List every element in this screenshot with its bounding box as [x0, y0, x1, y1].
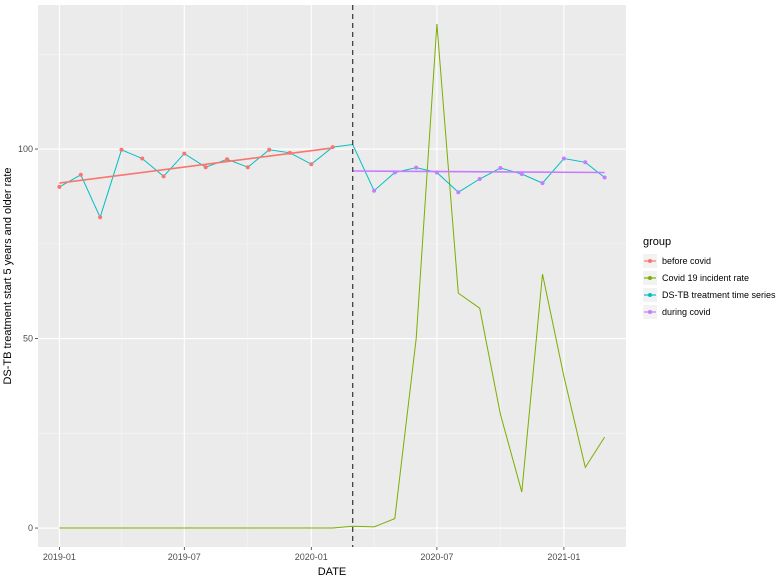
- axes: 0 50 100 2019-01 2019-07 2020-01 2020-07 2021-0…: [18, 144, 580, 562]
- x-axis-title: DATE: [318, 566, 347, 578]
- data-point: [372, 188, 377, 193]
- legend: group before covid Covid 19 incident rate…: [643, 236, 776, 319]
- data-point: [119, 147, 124, 152]
- legend-key-point: [648, 310, 652, 314]
- y-axis-title: DS-TB treatment start 5 years and older …: [2, 167, 14, 384]
- legend-title: group: [643, 236, 671, 248]
- data-point: [602, 175, 607, 180]
- data-point: [225, 157, 230, 162]
- data-point: [161, 174, 166, 179]
- data-point: [309, 162, 314, 167]
- x-tick-label: 2021-01: [547, 552, 580, 562]
- y-tick-label: 100: [18, 144, 33, 154]
- x-tick-label: 2020-07: [420, 552, 453, 562]
- data-point: [477, 176, 482, 181]
- data-point: [140, 156, 145, 161]
- data-point: [561, 156, 566, 161]
- legend-key-point: [648, 259, 652, 263]
- data-point: [287, 150, 292, 155]
- data-point: [330, 145, 335, 150]
- y-tick-label: 0: [28, 523, 33, 533]
- data-point: [392, 170, 397, 175]
- series-layer: [57, 5, 607, 547]
- data-point: [267, 147, 272, 152]
- legend-key-point: [648, 276, 652, 280]
- data-point: [414, 165, 419, 170]
- data-point: [456, 190, 461, 195]
- data-point: [540, 181, 545, 186]
- data-point: [245, 165, 250, 170]
- data-point: [182, 151, 187, 156]
- data-point: [203, 165, 208, 170]
- legend-label: during covid: [662, 307, 711, 317]
- series-line-before-covid: [59, 147, 333, 184]
- legend-label: Covid 19 incident rate: [662, 273, 749, 283]
- x-tick-label: 2019-01: [43, 552, 76, 562]
- data-point: [434, 170, 439, 175]
- x-tick-label: 2019-07: [168, 552, 201, 562]
- grid: [38, 5, 626, 547]
- data-point: [519, 172, 524, 177]
- x-tick-label: 2020-01: [295, 552, 328, 562]
- legend-label: before covid: [662, 256, 711, 266]
- legend-label: DS-TB treatment time series: [662, 290, 776, 300]
- data-point: [57, 184, 62, 189]
- y-tick-label: 50: [23, 334, 33, 344]
- series-line-covid-19-incident-rate: [59, 23, 606, 529]
- legend-key-point: [648, 293, 652, 297]
- plot-panel: [38, 5, 626, 547]
- data-point: [498, 165, 503, 170]
- data-point: [98, 215, 103, 220]
- data-point: [78, 172, 83, 177]
- data-point: [583, 160, 588, 165]
